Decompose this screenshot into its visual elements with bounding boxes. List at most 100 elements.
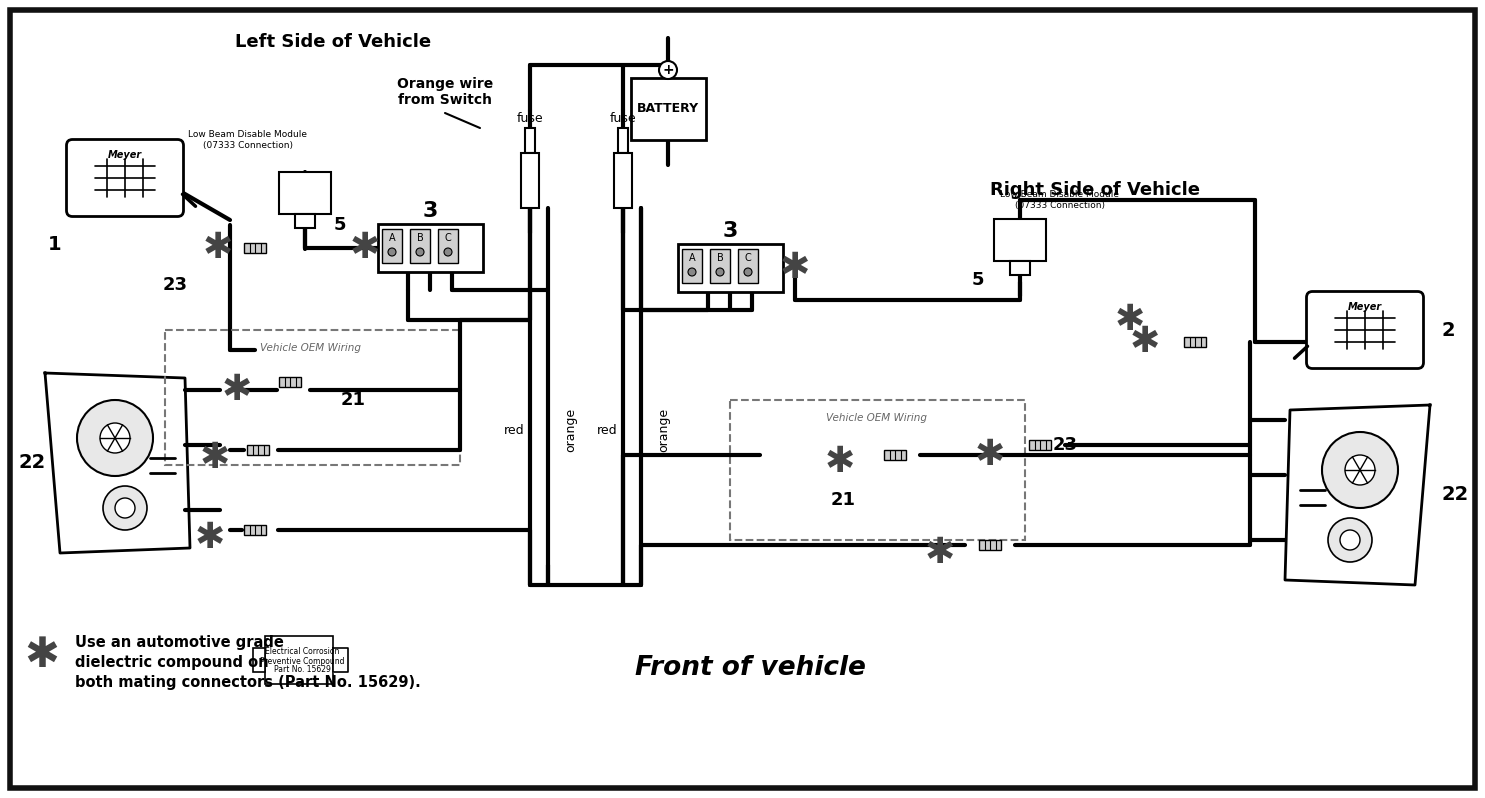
Circle shape: [659, 61, 677, 79]
Text: Low Beam Disable Module
(07333 Connection): Low Beam Disable Module (07333 Connectio…: [189, 130, 307, 150]
Circle shape: [688, 268, 696, 276]
Bar: [979, 540, 1001, 550]
Bar: [618, 128, 628, 153]
Bar: [279, 172, 331, 214]
Bar: [296, 214, 315, 228]
Text: orange: orange: [564, 408, 578, 452]
Text: Part No. 15629: Part No. 15629: [273, 665, 331, 674]
Bar: [410, 229, 431, 263]
Bar: [738, 249, 757, 283]
Text: ✱: ✱: [200, 441, 230, 475]
Circle shape: [444, 248, 451, 256]
Bar: [377, 224, 483, 272]
Text: 21: 21: [830, 491, 855, 509]
Bar: [244, 243, 266, 253]
Bar: [279, 377, 301, 387]
Text: 3: 3: [422, 201, 438, 221]
Text: ✱: ✱: [1130, 325, 1160, 359]
Circle shape: [416, 248, 425, 256]
Bar: [438, 229, 457, 263]
Bar: [165, 330, 460, 465]
Text: orange: orange: [656, 408, 670, 452]
Text: 5: 5: [971, 271, 985, 289]
Text: 22: 22: [1442, 485, 1469, 504]
Text: Vehicle OEM Wiring: Vehicle OEM Wiring: [260, 343, 361, 353]
Text: 23: 23: [1053, 436, 1078, 454]
Text: both mating connectors (Part No. 15629).: both mating connectors (Part No. 15629).: [76, 674, 420, 689]
Text: red: red: [503, 424, 524, 437]
Text: Left Side of Vehicle: Left Side of Vehicle: [235, 33, 431, 51]
Text: ✱: ✱: [925, 536, 955, 570]
Text: ✱: ✱: [780, 251, 811, 285]
Circle shape: [77, 400, 153, 476]
Text: A: A: [689, 253, 695, 263]
Text: 5: 5: [334, 216, 346, 234]
Text: C: C: [444, 233, 451, 243]
Bar: [244, 525, 266, 535]
Bar: [884, 450, 906, 460]
Text: 22: 22: [18, 453, 46, 472]
Text: Right Side of Vehicle: Right Side of Vehicle: [990, 181, 1200, 199]
Text: ✱: ✱: [25, 634, 59, 676]
Text: ✱: ✱: [195, 521, 226, 555]
Text: ✱: ✱: [203, 231, 233, 265]
Circle shape: [1339, 530, 1360, 550]
Text: ✱: ✱: [1115, 303, 1145, 337]
Text: +: +: [662, 63, 674, 77]
Text: fuse: fuse: [517, 112, 544, 124]
Bar: [526, 128, 535, 153]
FancyBboxPatch shape: [67, 140, 184, 216]
Text: ✱: ✱: [824, 445, 855, 479]
Polygon shape: [45, 373, 190, 553]
Bar: [1010, 261, 1031, 275]
Text: 3: 3: [722, 221, 738, 241]
Text: Orange wire
from Switch: Orange wire from Switch: [396, 77, 493, 107]
Text: Electrical Corrosion: Electrical Corrosion: [264, 647, 339, 657]
Text: 21: 21: [340, 391, 365, 409]
Text: fuse: fuse: [610, 112, 636, 124]
Text: ✱: ✱: [350, 231, 380, 265]
Bar: [1029, 440, 1051, 450]
Polygon shape: [333, 648, 347, 672]
Text: 23: 23: [162, 276, 187, 294]
Circle shape: [388, 248, 396, 256]
Circle shape: [1328, 518, 1372, 562]
Text: Low Beam Disable Module
(07333 Connection): Low Beam Disable Module (07333 Connectio…: [1001, 190, 1120, 210]
Text: B: B: [417, 233, 423, 243]
Circle shape: [99, 423, 131, 453]
Text: ✱: ✱: [221, 373, 252, 407]
Circle shape: [102, 486, 147, 530]
Bar: [677, 244, 783, 292]
Text: BATTERY: BATTERY: [637, 102, 699, 116]
Circle shape: [1345, 455, 1375, 485]
Circle shape: [716, 268, 725, 276]
Bar: [247, 445, 269, 455]
Bar: [631, 78, 705, 140]
Bar: [521, 153, 539, 208]
Text: Vehicle OEM Wiring: Vehicle OEM Wiring: [827, 413, 928, 423]
Bar: [993, 219, 1045, 261]
Bar: [1184, 337, 1206, 347]
Text: Meyer: Meyer: [108, 151, 143, 160]
Circle shape: [744, 268, 751, 276]
Bar: [382, 229, 402, 263]
Polygon shape: [1285, 405, 1430, 585]
FancyBboxPatch shape: [1307, 291, 1424, 369]
Text: 2: 2: [1440, 321, 1455, 339]
Bar: [731, 400, 1025, 540]
Text: C: C: [744, 253, 751, 263]
Bar: [710, 249, 731, 283]
Text: B: B: [717, 253, 723, 263]
Text: Use an automotive grade: Use an automotive grade: [76, 634, 284, 650]
Bar: [252, 648, 264, 672]
Bar: [682, 249, 702, 283]
Text: 1: 1: [48, 235, 62, 255]
Text: Meyer: Meyer: [1348, 302, 1383, 313]
Bar: [264, 636, 333, 684]
Text: ✱: ✱: [974, 438, 1005, 472]
Text: red: red: [597, 424, 618, 437]
Text: Front of vehicle: Front of vehicle: [634, 655, 866, 681]
Text: dielectric compound on: dielectric compound on: [76, 654, 269, 670]
Circle shape: [114, 498, 135, 518]
Bar: [613, 153, 633, 208]
